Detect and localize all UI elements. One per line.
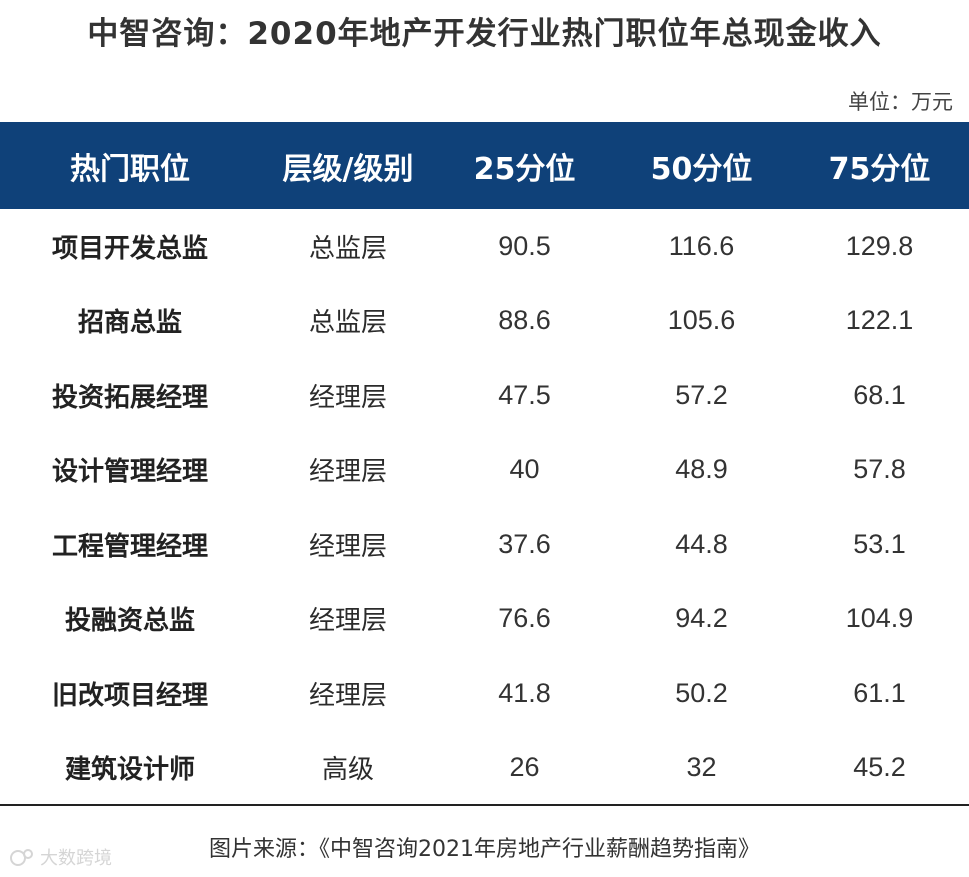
cell-p50: 32: [686, 752, 717, 783]
cell-p25: 37.6: [498, 528, 551, 559]
cell-p50: 116.6: [668, 230, 735, 261]
cell-level: 高级: [321, 755, 374, 786]
cell-level: 经理层: [308, 606, 387, 637]
table-header-row: 热门职位 层级/级别 25分位 50分位 75分位: [0, 122, 969, 209]
cell-p25: 26: [509, 752, 540, 783]
cell-p75: 57.8: [853, 454, 906, 485]
table-row: 投资拓展经理 经理层 47.5 57.2 68.1: [0, 358, 969, 433]
cell-p50: 105.6: [667, 305, 736, 336]
table-row: 旧改项目经理 经理层 41.8 50.2 61.1: [0, 656, 969, 731]
cell-position: 设计管理经理: [51, 457, 208, 488]
cell-position: 招商总监: [77, 308, 182, 339]
cell-p75: 53.1: [853, 528, 906, 559]
watermark-icon: [10, 850, 26, 866]
cell-p75: 68.1: [853, 379, 906, 410]
cell-position: 旧改项目经理: [51, 680, 208, 711]
header-p25: 25分位: [473, 151, 576, 187]
header-p50: 50分位: [650, 151, 753, 187]
header-p75: 75分位: [828, 151, 931, 187]
cell-p25: 40: [509, 454, 540, 485]
table-row: 建筑设计师 高级 26 32 45.2: [0, 731, 969, 806]
unit-label: 单位：万元: [848, 90, 953, 114]
cell-p25: 76.6: [498, 603, 551, 634]
cell-p50: 57.2: [675, 379, 728, 410]
cell-position: 建筑设计师: [64, 755, 195, 786]
watermark-logo: 大数跨境: [10, 848, 112, 869]
cell-position: 工程管理经理: [51, 531, 208, 562]
cell-level: 经理层: [308, 680, 387, 711]
page-title: 中智咨询：2020年地产开发行业热门职位年总现金收入: [87, 16, 882, 52]
header-position: 热门职位: [70, 151, 190, 187]
cell-level: 经理层: [308, 457, 387, 488]
cell-p75: 45.2: [853, 752, 906, 783]
cell-position: 项目开发总监: [51, 233, 208, 264]
watermark-text: 大数跨境: [40, 848, 112, 869]
cell-p25: 90.5: [498, 230, 551, 261]
cell-p50: 50.2: [675, 677, 728, 708]
source-caption: 图片来源：《中智咨询2021年房地产行业薪酬趋势指南》: [209, 837, 760, 862]
cell-position: 投资拓展经理: [51, 382, 208, 413]
table-row: 招商总监 总监层 88.6 105.6 122.1: [0, 284, 969, 359]
table-row: 项目开发总监 总监层 90.5 116.6 129.8: [0, 209, 969, 284]
salary-table: 热门职位 层级/级别 25分位 50分位 75分位 项目开发总监 总监层 90.…: [0, 122, 969, 805]
cell-p75: 122.1: [845, 305, 914, 336]
cell-level: 总监层: [308, 308, 387, 339]
table-bottom-divider: [0, 804, 969, 806]
table-row: 设计管理经理 经理层 40 48.9 57.8: [0, 433, 969, 508]
cell-position: 投融资总监: [64, 606, 195, 637]
cell-level: 总监层: [308, 233, 387, 264]
cell-p75: 129.8: [845, 230, 914, 261]
cell-p50: 94.2: [675, 603, 728, 634]
cell-p25: 88.6: [498, 305, 551, 336]
cell-p50: 44.8: [675, 528, 728, 559]
cell-p75: 61.1: [853, 677, 906, 708]
cell-p25: 41.8: [498, 677, 551, 708]
cell-level: 经理层: [308, 531, 387, 562]
header-level: 层级/级别: [282, 151, 414, 187]
table-row: 投融资总监 经理层 76.6 94.2 104.9: [0, 582, 969, 657]
cell-p50: 48.9: [675, 454, 728, 485]
cell-p25: 47.5: [498, 379, 551, 410]
cell-level: 经理层: [308, 382, 387, 413]
table-row: 工程管理经理 经理层 37.6 44.8 53.1: [0, 507, 969, 582]
cell-p75: 104.9: [845, 603, 914, 634]
